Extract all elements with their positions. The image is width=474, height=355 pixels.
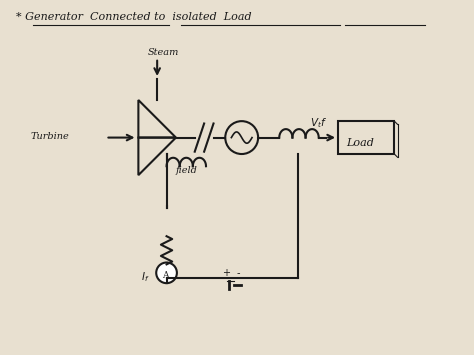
Circle shape <box>156 262 177 283</box>
Text: Steam: Steam <box>148 48 179 58</box>
Text: * Generator  Connected to  isolated  Load: * Generator Connected to isolated Load <box>16 12 252 22</box>
Text: field: field <box>176 166 198 175</box>
Text: +: + <box>222 268 230 278</box>
Text: Turbine: Turbine <box>30 131 69 141</box>
Text: A: A <box>162 271 169 279</box>
Text: $V_t f$: $V_t f$ <box>310 116 327 130</box>
Text: Load: Load <box>346 138 374 148</box>
Bar <box>338 121 394 154</box>
Text: $I_f$: $I_f$ <box>141 270 149 284</box>
Text: -: - <box>236 268 239 278</box>
